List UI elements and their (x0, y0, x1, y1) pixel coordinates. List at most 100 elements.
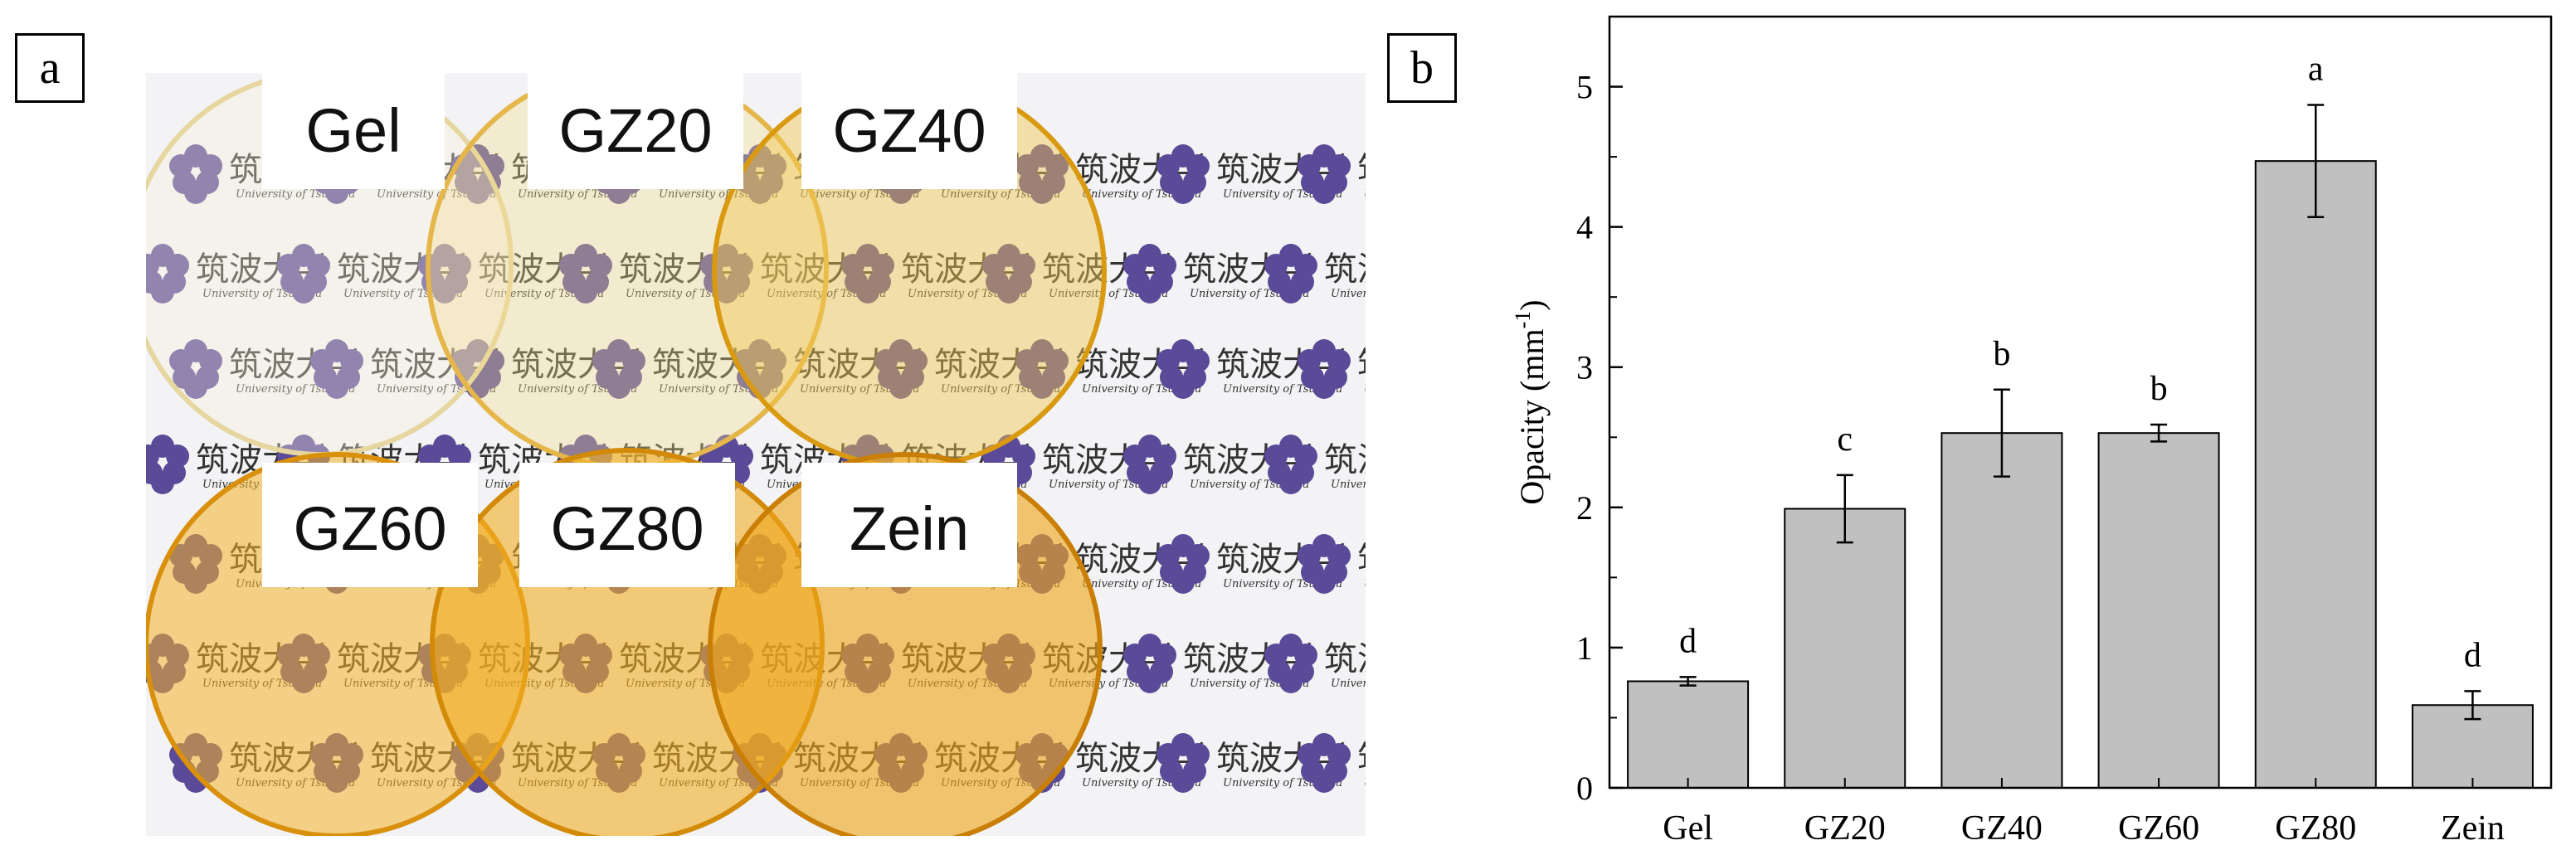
logo-petal (184, 181, 207, 204)
logo-text: 筑波大学 (1324, 250, 1366, 289)
bar-gz80 (2254, 160, 2377, 789)
logo-petal (151, 280, 174, 304)
y-tick-label: 1 (1576, 629, 1593, 667)
logo-petal (184, 376, 207, 399)
logo-petal (1279, 670, 1303, 693)
plot-frame (1608, 15, 2553, 789)
logo-petal (1030, 376, 1054, 399)
logo-petal (889, 376, 913, 399)
film-label: GZ80 (550, 494, 704, 563)
significance-letter: c (1837, 420, 1853, 459)
logo-petal (1138, 471, 1161, 494)
logo-petal (292, 280, 315, 304)
bar-gel (1627, 680, 1750, 789)
film-label-box (801, 463, 1017, 587)
logo-petal (574, 280, 597, 304)
logo-petal (607, 376, 631, 399)
logo-subtext: University of Tsukuba (1364, 578, 1366, 590)
logo-petal (1171, 770, 1195, 793)
x-tick-label: Zein (2441, 809, 2505, 848)
y-axis-label-main: Opacity (mm (1513, 328, 1551, 504)
logo-petal (433, 280, 456, 304)
logo-petal (151, 471, 174, 494)
y-axis-label-end: ) (1513, 299, 1551, 310)
logo-petal (997, 280, 1020, 304)
logo-text: 筑波大学 (1357, 151, 1366, 189)
panel-label-b: b (1387, 33, 1457, 103)
significance-letter: d (2464, 636, 2481, 674)
y-tick-label: 0 (1576, 770, 1593, 807)
film-label-box (519, 463, 735, 587)
logo-petal (1312, 376, 1336, 399)
logo-petal (715, 280, 738, 304)
logo-subtext: University of Tsukuba (1364, 777, 1366, 789)
film-label-box (801, 73, 1017, 189)
opacity-bar-chart: d Gel c GZ20 b GZ40 b GZ60 a GZ80 d Zein 0 1 2 3 4 5 Opaci… (1511, 15, 2553, 848)
y-tick-label: 5 (1576, 69, 1593, 106)
logo-subtext: University of Tsukuba (1364, 383, 1366, 396)
logo-petal (1312, 571, 1336, 594)
film-label-box (262, 73, 445, 189)
x-tick-label: GZ80 (2275, 809, 2356, 848)
film-label: GZ40 (832, 96, 986, 165)
logo-petal (325, 376, 348, 399)
bar-gz40 (1941, 432, 2063, 789)
panel-label-a: a (15, 33, 85, 103)
x-tick-label: GZ40 (1961, 809, 2043, 848)
film-label: Zein (850, 494, 969, 563)
significance-letter: b (1993, 335, 2010, 373)
logo-petal (1279, 471, 1303, 494)
logo-petal (1030, 181, 1054, 204)
y-tick-label: 2 (1576, 489, 1593, 527)
bar-gz20 (1784, 508, 1906, 789)
y-axis-label: Opacity (mm-1) (1511, 299, 1551, 504)
logo-petal (856, 280, 879, 304)
logo-subtext: University of Tsukuba (1331, 288, 1366, 300)
y-tick-label: 3 (1576, 349, 1593, 386)
significance-letter: a (2308, 51, 2324, 89)
logo-petal (748, 181, 772, 204)
logo-petal (1138, 280, 1161, 304)
x-tick-label: GZ20 (1804, 809, 1886, 848)
film-label-box (262, 463, 478, 587)
logo-text: 筑波大学 (1357, 346, 1366, 384)
logo-petal (1279, 280, 1303, 304)
logo-subtext: University of Tsukuba (1331, 678, 1366, 690)
logo-text: 筑波大学 (1357, 541, 1366, 579)
logo-text: 筑波大学 (1324, 441, 1366, 479)
logo-subtext: University of Tsukuba (1331, 479, 1366, 491)
logo-petal (1171, 181, 1195, 204)
significance-letter: d (1679, 622, 1697, 660)
logo-text: 筑波大学 (1357, 740, 1366, 778)
logo-text: 筑波大学 (1324, 640, 1366, 678)
x-tick-label: Gel (1663, 809, 1713, 848)
logo-petal (1312, 181, 1336, 204)
bar-gz60 (2097, 432, 2220, 789)
y-axis-label-sup: -1 (1511, 311, 1535, 329)
significance-letter: b (2150, 370, 2168, 408)
film-label: GZ60 (293, 494, 446, 563)
logo-petal (1138, 670, 1161, 693)
logo-petal (1312, 770, 1336, 793)
x-tick-label: GZ60 (2118, 809, 2199, 848)
y-tick-label: 4 (1576, 209, 1593, 246)
logo-subtext: University of Tsukuba (1364, 188, 1366, 201)
film-label-box (528, 73, 743, 189)
logo-petal (1171, 571, 1195, 594)
logo-petal (466, 181, 489, 204)
